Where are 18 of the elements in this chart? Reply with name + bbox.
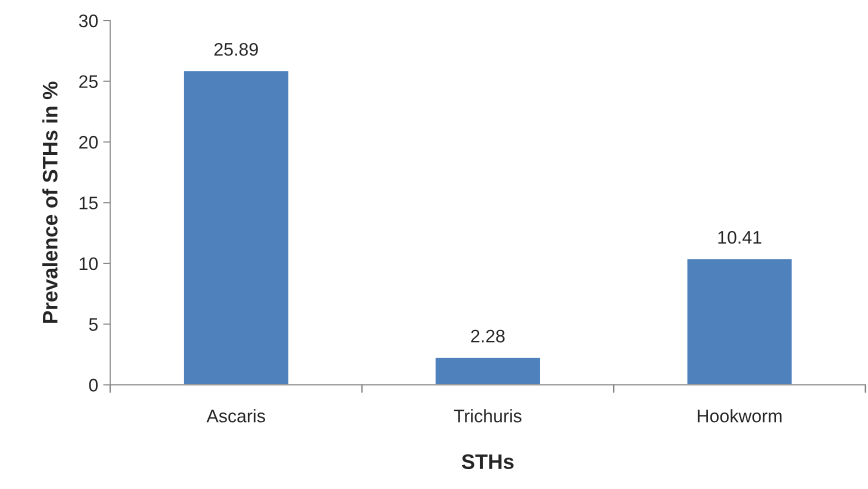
- y-tick-label: 10: [80, 257, 98, 270]
- bar: [686, 258, 794, 385]
- data-label: 25.89: [214, 42, 258, 56]
- bar: [182, 70, 290, 385]
- data-label: 10.41: [718, 230, 762, 244]
- y-tick-label: 30: [79, 14, 98, 28]
- y-tick-label: 5: [89, 318, 98, 331]
- bar: [434, 356, 542, 385]
- y-tick-label: 25: [79, 75, 98, 88]
- y-tick-label: 15: [80, 196, 98, 210]
- x-tick-label: Ascaris: [206, 409, 266, 422]
- x-tick-label: Hookworm: [698, 409, 782, 422]
- y-tick-label: 0: [89, 378, 98, 392]
- x-axis-title: STHs: [462, 454, 514, 470]
- y-axis-title: Prevalence of STHs in %: [42, 82, 58, 323]
- data-label: 2.28: [471, 330, 505, 342]
- y-tick-label: 20: [79, 136, 98, 149]
- x-tick-label: Trichuris: [454, 409, 522, 422]
